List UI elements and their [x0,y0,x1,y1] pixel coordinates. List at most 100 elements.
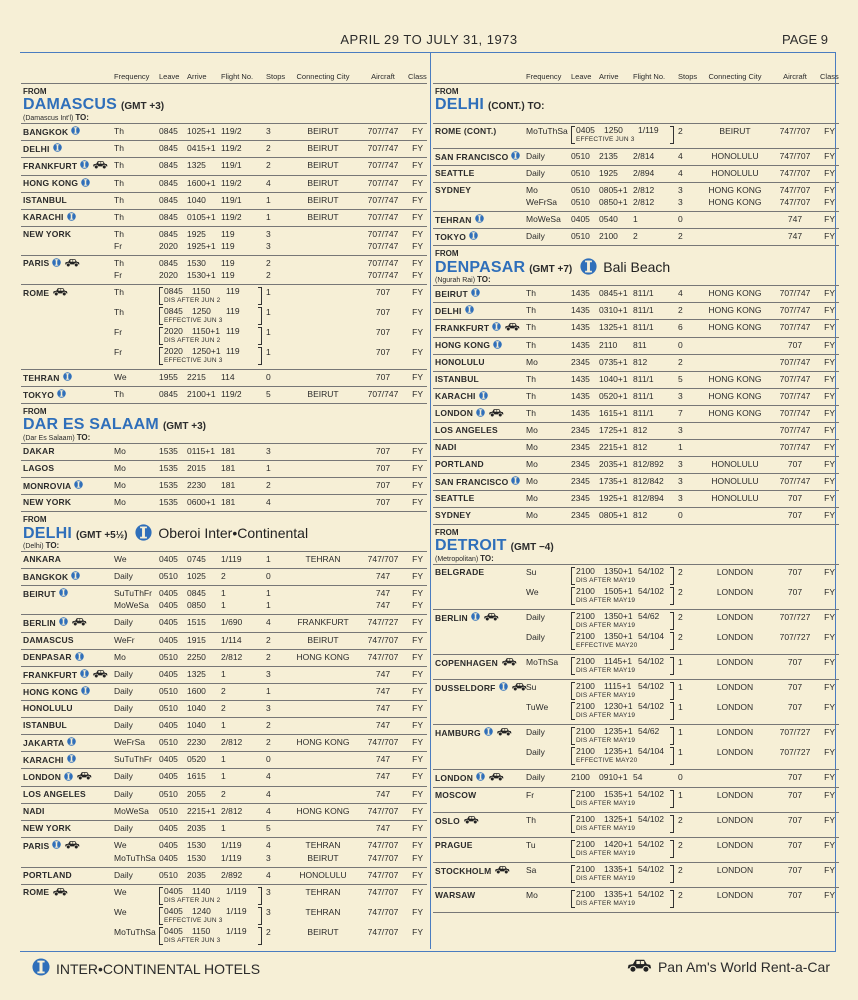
class: FY [824,151,835,161]
destination-name: PORTLAND [23,869,72,880]
destination-row: LOS ANGELES Daily 0510 2055 2 4 747 FY [21,787,427,804]
frequency: We [114,372,127,383]
leave-time: 0405 [159,852,178,863]
schedule-bracket: 2100 1420+1 54/102 DIS AFTER MAY19 [571,838,674,858]
leave-time: 0405 [159,634,178,645]
class: FY [412,177,423,188]
frequency: Mo [526,185,538,195]
leave-time: 0510 [571,231,590,241]
footer-hotels: INTER•CONTINENTAL HOTELS [32,958,260,979]
schedule-note: DIS AFTER MAY19 [576,577,636,585]
destination-row: MOSCOW Fr 2100 1535+1 54/102 DIS AFTER MAY19 1… [433,788,839,813]
aircraft: 707/747 [779,373,811,384]
frequency: Mo [526,889,538,900]
aircraft: 747 [375,600,391,611]
frequency: Th [114,143,124,153]
class: FY [824,442,835,453]
class: FY [412,822,423,833]
destination-cell: MONROVIA [21,480,114,492]
aircraft: 707 [787,567,803,578]
frequency: TuWe [526,702,549,713]
stops: 2 [266,257,271,268]
destination-row: KARACHI Th 0845 0105+1 119/2 1 BEIRUT 707/747 FY [21,210,427,227]
flight-number: 2/812 [633,185,655,195]
arrive-time: 0850+1 [599,197,628,207]
class: FY [412,143,423,153]
class: FY [824,214,835,224]
aircraft: 707/747 [779,356,811,367]
aircraft: 747/707 [367,634,399,645]
hotel-icon [498,682,508,694]
arrive-time: 1615 [187,771,206,782]
flight-line: HONG KONG Th 1435 2110 811 0 707 FY [433,340,839,352]
hotel-icon [469,231,478,243]
frequency: Fr [114,270,123,281]
class: FY [412,307,423,318]
flight-line: PORTLAND Daily 0510 2035 2/892 4 HONOLULU 747/7… [21,870,427,882]
leave-time: 0845 [159,126,178,136]
arrive-time: 1535+1 [604,788,633,799]
flight-line: Fr 2020 1250+1 119 EFFECTIVE JUN 3 1 707 FY [21,347,427,366]
leave-time: 0405 [159,771,178,782]
destination-name: DAKAR [23,446,55,457]
hotel-icon [80,669,89,681]
arrive-time: 0745 [187,554,206,565]
airport-line: (Damascus Int'l) TO: [23,113,89,122]
leave-time: 0845 [159,228,178,239]
destination-row: ISTANBUL Daily 0405 1040 1 2 747 FY [21,718,427,736]
arrive-time: 0845 [187,588,206,599]
stops: 1 [678,657,683,668]
column-header-frequency: Frequency [114,72,150,81]
leave-time: 0510 [571,151,590,161]
destination-cell: ROME [21,287,114,300]
destination-name: SAN FRANCISCO [435,151,509,162]
column-header-leave: Leave [159,72,180,81]
connecting-city: BEIRUT [307,211,339,222]
flight-line: PARIS Th 0845 1530 119 2 707/747 FY [21,258,427,271]
schedule-bracket: 0405 1240 1/119 EFFECTIVE JUN 3 [159,905,262,925]
aircraft: 707/747 [367,211,399,222]
hotel-icon [52,258,62,270]
aircraft: 707 [787,839,803,850]
arrive-time: 1250 [604,125,623,135]
column-header-row: Frequency Leave Arrive Flight No. Stops Conne… [21,53,427,84]
leave-time: 1435 [571,322,590,332]
schedule-bracket: 0405 1150 1/119 DIS AFTER JUN 3 [159,926,262,945]
leave-time: 0510 [571,197,590,207]
flight-number: 1 [221,771,226,782]
hotel-icon [464,305,474,317]
aircraft: 747/707 [367,926,399,937]
destination-cell: FRANKFURT [433,322,526,335]
aircraft: 707 [787,510,803,521]
leave-time: 2100 [576,863,595,874]
class: FY [824,839,835,850]
flight-line: Fr 2020 1150+1 119 DIS AFTER JUN 2 1 707 FY [21,327,427,346]
column-header-leave: Leave [571,72,592,81]
hotel-icon [59,617,68,629]
frequency: MoWeSa [526,214,561,224]
frequency: Fr [114,240,123,251]
frequency: Th [114,287,124,298]
arrive-time: 1350+1 [604,611,633,622]
flight-line: Daily 2100 1235+1 54/104 EFFECTIVE MAY20 1 LON… [433,747,839,766]
destination-name: STOCKHOLM [435,865,492,876]
leave-time: 2020 [159,270,178,281]
stops: 2 [678,864,683,875]
hotel-icon [80,160,89,172]
frequency: Daily [114,571,133,582]
stops: 3 [266,240,271,251]
flight-number: 2/812 [221,737,243,748]
destination-row: LONDON Daily 2100 0910+1 54 0 707 FY [433,770,839,788]
hotel-icon [57,389,66,401]
leave-time: 2100 [576,656,595,667]
hotel-icon [74,480,84,492]
destination-name: LONDON [23,772,62,783]
destination-row: FRANKFURT Th 0845 1325 119/1 2 BEIRUT 707/747 FY [21,158,427,176]
flight-number: 2 [221,788,226,799]
leave-time: 2100 [576,586,595,597]
flight-number: 2/894 [633,168,655,178]
flight-number: 2 [221,686,226,697]
arrive-time: 1420+1 [604,838,633,849]
arrive-time: 1240 [192,905,211,916]
flight-line: ANKARA We 0405 0745 1/119 1 TEHRAN 747/707 FY [21,554,427,566]
